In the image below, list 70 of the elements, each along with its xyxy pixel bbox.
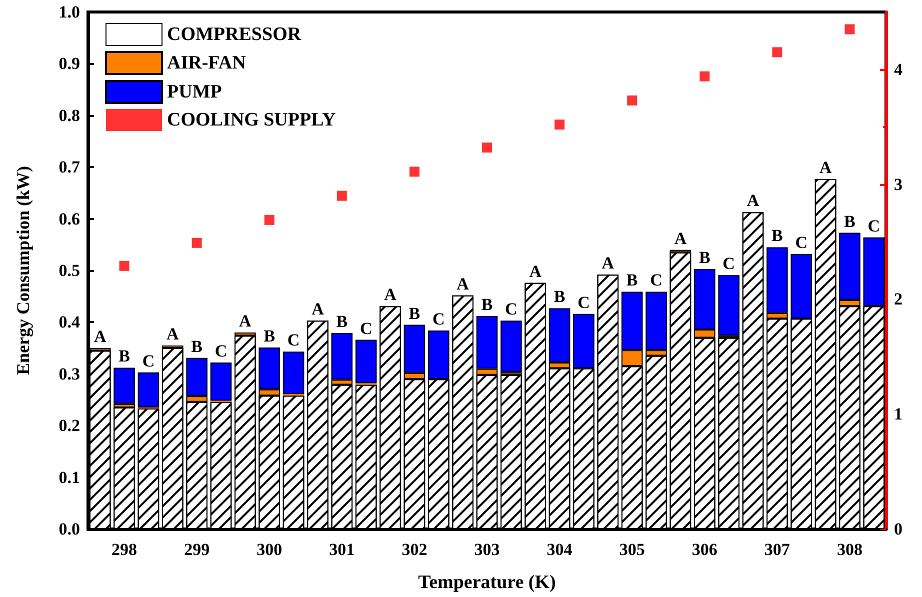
y2-tick-label: 1 [894, 404, 902, 424]
data-label: C [142, 351, 155, 370]
x-axis-title: Temperature (K) [418, 572, 556, 593]
y-tick-label: 0.0 [58, 520, 80, 538]
data-label: B [844, 212, 856, 231]
legend-label: AIR-FAN [167, 52, 246, 74]
data-label: A [674, 228, 688, 248]
bar [114, 368, 135, 404]
bar [500, 320, 522, 372]
data-label: C [795, 232, 808, 252]
data-label: C [505, 300, 518, 319]
y-tick-label: 0.3 [58, 364, 80, 384]
data-label: B [264, 326, 276, 346]
x-tick-label: 303 [474, 540, 500, 559]
y2-tick-label: 0 [894, 520, 902, 538]
bar [718, 275, 740, 336]
data-label: A [602, 254, 615, 273]
data-label: A [94, 327, 107, 346]
data-label: C [214, 342, 228, 361]
data-label: A [819, 158, 832, 177]
data-label: A [239, 312, 252, 331]
data-label: B [698, 248, 710, 267]
data-label: C [287, 330, 300, 350]
x-tick-label: 308 [836, 540, 862, 559]
data-label: B [408, 304, 420, 323]
y-tick-label: 0.1 [58, 468, 80, 487]
data-label: C [432, 309, 445, 328]
y-tick-label: 1.0 [58, 2, 80, 22]
data-label: A [166, 324, 180, 344]
x-tick-label: 299 [184, 540, 210, 559]
y-axis-title: Energy Consumption (kW) [13, 166, 33, 376]
data-label: A [384, 285, 398, 304]
data-label: A [746, 191, 760, 210]
data-label: C [868, 216, 880, 236]
data-label: A [456, 274, 470, 294]
data-label: B [626, 270, 638, 290]
x-tick-label: 300 [256, 540, 282, 559]
data-label: B [191, 336, 202, 356]
data-label: C [722, 254, 735, 274]
data-label: C [360, 318, 372, 338]
y-tick-label: 0.8 [58, 106, 80, 125]
x-tick-label: 305 [619, 540, 645, 559]
bar [355, 340, 377, 384]
x-tick-label: 301 [329, 540, 355, 559]
data-label: B [772, 226, 783, 246]
legend-label: COMPRESSOR [167, 24, 302, 45]
y-tick-label: 0.7 [58, 158, 80, 177]
y2-tick-label: 3 [894, 174, 902, 194]
x-tick-label: 302 [402, 540, 428, 559]
legend-label: COOLING SUPPLY [167, 110, 336, 130]
y-tick-label: 0.5 [58, 261, 80, 280]
data-label: A [529, 262, 542, 281]
y-tick-label: 0.2 [58, 416, 80, 436]
x-tick-label: 306 [692, 540, 718, 559]
data-label: B [481, 294, 493, 314]
y-tick-label: 0.4 [58, 312, 80, 332]
x-tick-label: 307 [764, 540, 790, 559]
data-label: B [554, 287, 566, 306]
x-tick-label: 304 [546, 540, 573, 559]
data-label: C [650, 270, 662, 290]
data-label: A [312, 300, 325, 319]
data-label: C [578, 292, 590, 312]
data-label: B [336, 312, 348, 332]
y2-tick-label: 2 [894, 290, 902, 309]
data-label: B [118, 346, 130, 366]
y2-tick-label: 4 [894, 60, 903, 79]
y-tick-label: 0.9 [58, 54, 80, 74]
y-tick-label: 0.6 [58, 209, 80, 228]
x-tick-label: 298 [112, 540, 138, 559]
legend-label: PUMP [167, 82, 222, 102]
